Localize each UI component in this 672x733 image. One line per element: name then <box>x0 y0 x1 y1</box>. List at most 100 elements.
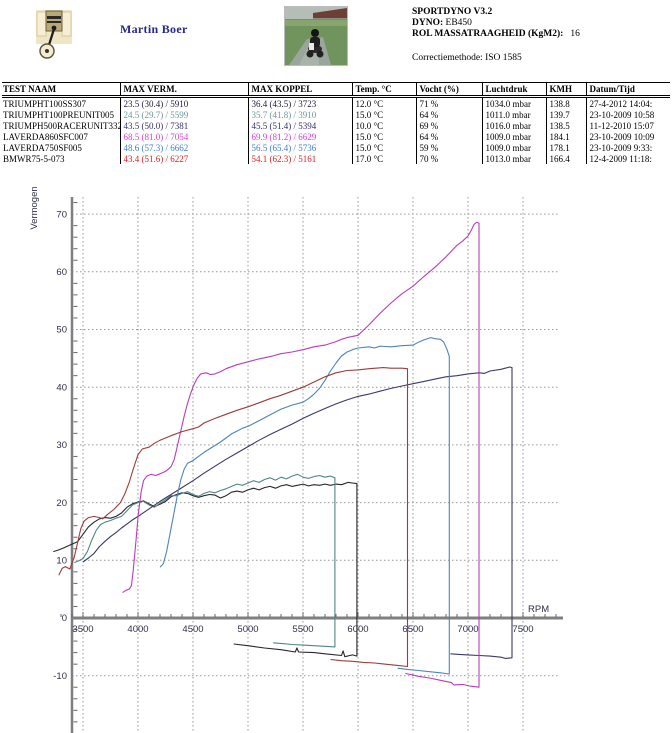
x-tick-label: 5500 <box>292 624 313 635</box>
test-name: TRIUMPHT100PREUNIT005 <box>3 109 115 120</box>
x-tick-label: 6000 <box>347 624 368 635</box>
y-tick-label: 20 <box>56 498 67 509</box>
y-tick-label: 40 <box>56 382 67 393</box>
y-tick-label: 10 <box>56 556 67 567</box>
temp: 15.0 °C <box>351 131 416 142</box>
table-row: TRIUMPH500RACERUNIT332 43.5 (50.0) / 738… <box>2 120 670 131</box>
test-name: BMWR75-5-073 <box>3 153 65 164</box>
kmh: 166.4 <box>545 153 586 164</box>
y-tick-label: 50 <box>56 325 67 336</box>
col-temp: Temp. °C <box>351 82 416 98</box>
max-koppel: 36.4 (43.5) / 3723 <box>247 96 352 109</box>
app-title: SPORTDYNO V3.2 <box>412 7 493 17</box>
datum-tijd: 11-12-2010 15:07 <box>585 120 670 131</box>
vocht: 70 % <box>415 153 482 164</box>
axes <box>70 197 563 733</box>
y-axis-label: Vermogen <box>29 186 40 229</box>
table-row: BMWR75-5-073 43.4 (51.6) / 6227 54.1 (62… <box>2 153 670 164</box>
kmh: 138.8 <box>545 96 586 109</box>
luchtdruk: 1016.0 mbar <box>481 120 546 131</box>
curve-LAVERDA750SF005 <box>159 337 450 675</box>
vocht: 64 % <box>415 131 482 142</box>
motorcycle-racer-photo <box>284 6 348 66</box>
table-row: LAVERDA860SFC007 68.5 (81.0) / 7054 69.9… <box>2 131 670 142</box>
test-name: LAVERDA750SF005 <box>3 142 82 153</box>
luchtdruk: 1013.0 mbar <box>481 153 546 164</box>
y-tick-label: 30 <box>56 440 67 451</box>
col-max-koppel: MAX KOPPEL <box>247 82 352 98</box>
owner-name: Martin Boer <box>120 22 188 36</box>
curve-TRIUMPHT100PREUNIT005 <box>74 473 336 648</box>
table-row: TRIUMPHT100SS307 23.5 (30.4) / 5910 36.4… <box>2 96 670 109</box>
test-name: TRIUMPHT100SS307 <box>3 98 87 109</box>
temp: 12.0 °C <box>351 96 416 109</box>
col-vocht: Vocht (%) <box>415 82 482 98</box>
vocht: 59 % <box>415 142 482 153</box>
x-axis-label: RPM <box>528 604 549 615</box>
kmh: 138.5 <box>545 120 586 131</box>
x-tick-label: 4500 <box>182 624 203 635</box>
x-tick-label: 4000 <box>127 624 148 635</box>
y-tick-label: -10 <box>53 671 67 682</box>
temp: 15.0 °C <box>351 109 416 120</box>
correction-method: Correctiemethode: ISO 1585 <box>412 53 522 63</box>
max-verm: 68.5 (81.0) / 7054 <box>119 131 248 142</box>
x-tick-label: 5000 <box>237 624 258 635</box>
max-koppel: 35.7 (41.8) / 3910 <box>247 109 352 120</box>
test-results-table: TEST NAAM MAX VERM. MAX KOPPEL Temp. °C … <box>2 82 670 164</box>
max-verm: 23.5 (30.4) / 5910 <box>119 96 248 109</box>
datum-tijd: 23-10-2009 9:33: <box>585 142 670 153</box>
y-tick-label: 70 <box>56 209 67 220</box>
col-datum-tijd: Datum/Tijd <box>585 82 670 98</box>
vocht: 71 % <box>415 96 482 109</box>
col-test-naam: TEST NAAM <box>2 82 120 98</box>
luchtdruk: 1009.0 mbar <box>481 131 546 142</box>
datum-tijd: 27-4-2012 14:04: <box>585 96 670 109</box>
inertia-line: ROL MASSATRAAGHEID (KgM2): 16 <box>412 29 580 39</box>
max-verm: 48.6 (57.3) / 6662 <box>119 142 248 153</box>
gridlines <box>72 197 560 733</box>
table-row: LAVERDA750SF005 48.6 (57.3) / 6662 56.5 … <box>2 142 670 153</box>
luchtdruk: 1009.0 mbar <box>481 142 546 153</box>
temp: 17.0 °C <box>351 153 416 164</box>
x-tick-label: 3500 <box>72 624 93 635</box>
curve-TRIUMPH500RACERUNIT332 <box>82 366 513 659</box>
luchtdruk: 1011.0 mbar <box>481 109 546 120</box>
x-tick-label: 7500 <box>512 624 533 635</box>
curve-BMWR75-5-073 <box>58 367 409 668</box>
col-max-verm: MAX VERM. <box>119 82 248 98</box>
test-name: LAVERDA860SFC007 <box>3 131 88 142</box>
software-info-block: SPORTDYNO V3.2 DYNO: EB450 ROL MASSATRAA… <box>412 7 580 64</box>
vocht: 69 % <box>415 120 482 131</box>
x-tick-label: 6500 <box>402 624 423 635</box>
temp: 10.0 °C <box>351 120 416 131</box>
curve-TRIUMPHT100SS307 <box>53 481 358 658</box>
max-verm: 43.5 (50.0) / 7381 <box>119 120 248 131</box>
y-tick-label: 60 <box>56 267 67 278</box>
axis-labels: 3500 4000 4500 5000 5500 6000 6500 7000 7500 -10 0… <box>29 186 549 682</box>
y-tick-label: 0 <box>62 613 67 624</box>
table-header-row: TEST NAAM MAX VERM. MAX KOPPEL Temp. °C … <box>2 82 670 98</box>
kmh: 184.1 <box>545 131 586 142</box>
power-chart: 3500 4000 4500 5000 5500 6000 6500 7000 7500 -10 0… <box>29 186 563 733</box>
kmh: 178.1 <box>545 142 586 153</box>
datum-tijd: 12-4-2009 11:18: <box>585 153 670 164</box>
luchtdruk: 1034.0 mbar <box>481 96 546 109</box>
x-tick-label: 7000 <box>457 624 478 635</box>
temp: 15.0 °C <box>351 142 416 153</box>
max-koppel: 69.9 (81.2) / 6629 <box>247 131 352 142</box>
max-koppel: 56.5 (65.4) / 5736 <box>247 142 352 153</box>
kmh: 139.7 <box>545 109 586 120</box>
max-koppel: 54.1 (62.3) / 5161 <box>247 153 352 164</box>
datum-tijd: 23-10-2009 10:09 <box>585 131 670 142</box>
dyno-line: DYNO: EB450 <box>412 18 472 28</box>
curve-LAVERDA860SFC007 <box>122 221 480 688</box>
col-kmh: KMH <box>545 82 586 98</box>
col-luchtdruk: Luchtdruk <box>481 82 546 98</box>
max-verm: 24.5 (29.7) / 5599 <box>119 109 248 120</box>
max-verm: 43.4 (51.6) / 6227 <box>119 153 248 164</box>
test-name: TRIUMPH500RACERUNIT332 <box>3 120 120 131</box>
vocht: 64 % <box>415 109 482 120</box>
datum-tijd: 23-10-2009 10:58 <box>585 109 670 120</box>
